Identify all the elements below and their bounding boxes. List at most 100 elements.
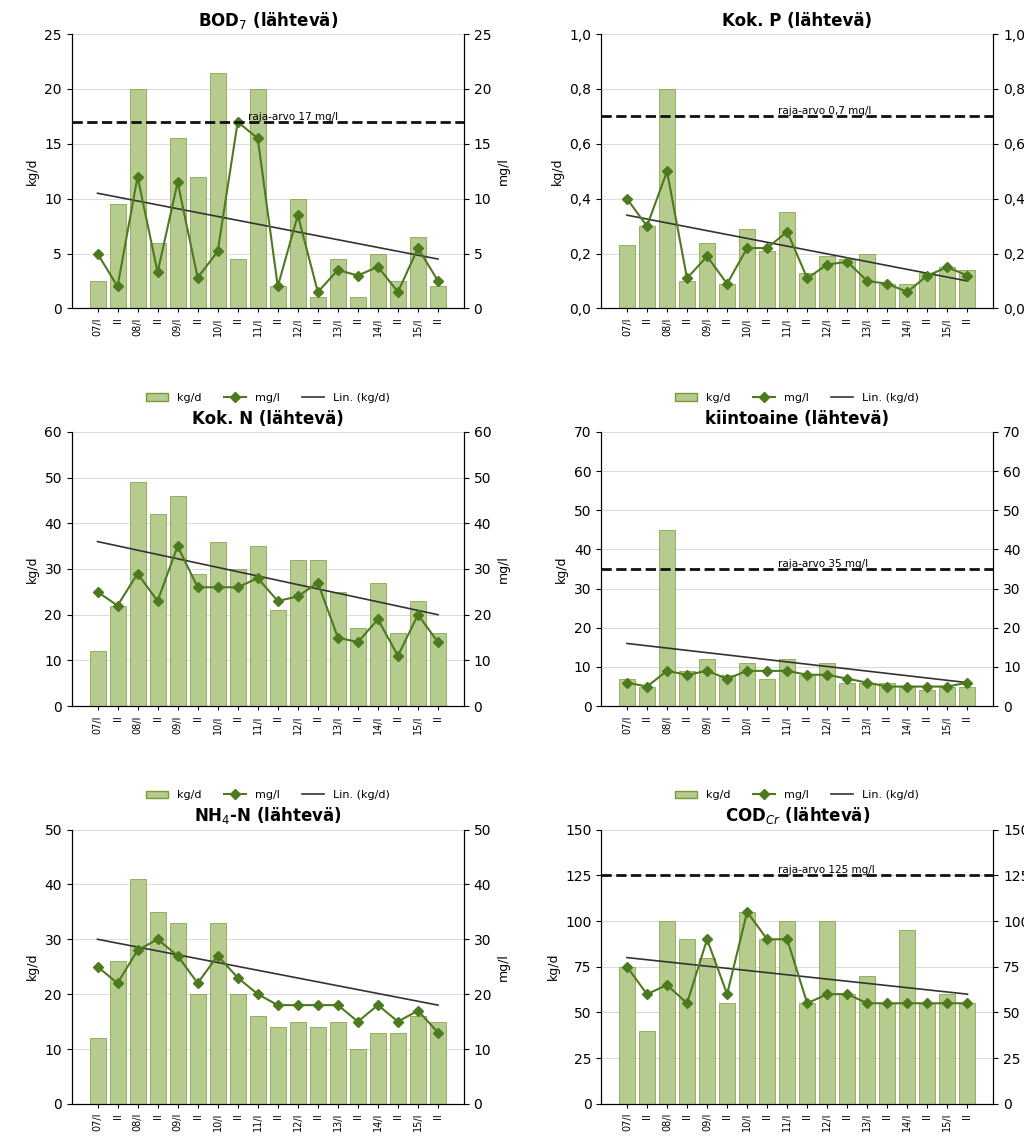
Bar [799, 675, 815, 707]
Bar [920, 691, 935, 707]
Bar [899, 930, 915, 1104]
Bar [290, 560, 306, 707]
Bar [618, 678, 635, 707]
Bar [659, 921, 675, 1104]
Bar [229, 259, 246, 308]
Bar [110, 204, 126, 308]
Bar [370, 1032, 386, 1104]
Bar [759, 678, 775, 707]
Bar [370, 254, 386, 308]
Bar [779, 213, 796, 308]
Title: COD$_{Cr}$ (lähtevä): COD$_{Cr}$ (lähtevä) [725, 806, 869, 826]
Text: raja-arvo 0,7 mg/l: raja-arvo 0,7 mg/l [777, 107, 871, 116]
Bar [920, 1004, 935, 1104]
Title: kiintoaine (lähtevä): kiintoaine (lähtevä) [706, 410, 889, 428]
Bar [859, 254, 876, 308]
Bar [310, 560, 326, 707]
Bar [699, 957, 715, 1104]
Bar [920, 273, 935, 308]
Bar [350, 628, 366, 707]
Bar [189, 995, 206, 1104]
Bar [899, 283, 915, 308]
Legend: kg/d, mg/l, Lin. (kg/d): kg/d, mg/l, Lin. (kg/d) [141, 786, 394, 805]
Bar [250, 1016, 266, 1104]
Y-axis label: kg/d: kg/d [26, 953, 39, 981]
Bar [819, 921, 836, 1104]
Bar [430, 633, 446, 707]
Bar [170, 496, 185, 707]
Bar [229, 995, 246, 1104]
Bar [840, 259, 855, 308]
Bar [390, 1032, 406, 1104]
Legend: kg/d, mg/l, Lin. (kg/d): kg/d, mg/l, Lin. (kg/d) [141, 388, 394, 407]
Title: BOD$_7$ (lähtevä): BOD$_7$ (lähtevä) [198, 10, 338, 31]
Bar [250, 89, 266, 308]
Bar [618, 966, 635, 1104]
Y-axis label: kg/d: kg/d [26, 555, 39, 583]
Bar [959, 270, 976, 308]
Bar [130, 483, 145, 707]
Bar [819, 663, 836, 707]
Bar [880, 683, 895, 707]
Bar [799, 1004, 815, 1104]
Bar [350, 1049, 366, 1104]
Bar [639, 226, 655, 308]
Bar [679, 281, 695, 308]
Bar [229, 569, 246, 707]
Bar [739, 229, 755, 308]
Bar [899, 686, 915, 707]
Bar [939, 995, 955, 1104]
Bar [410, 601, 426, 707]
Bar [150, 912, 166, 1104]
Bar [290, 199, 306, 308]
Bar [959, 686, 976, 707]
Bar [210, 73, 225, 308]
Bar [110, 962, 126, 1104]
Bar [939, 267, 955, 308]
Bar [819, 256, 836, 308]
Bar [659, 89, 675, 308]
Y-axis label: kg/d: kg/d [26, 157, 39, 185]
Bar [410, 237, 426, 308]
Bar [330, 259, 346, 308]
Bar [639, 1031, 655, 1104]
Bar [430, 287, 446, 308]
Bar [350, 297, 366, 308]
Bar [150, 242, 166, 308]
Y-axis label: kg/d: kg/d [551, 157, 564, 185]
Bar [390, 633, 406, 707]
Bar [290, 1022, 306, 1104]
Title: Kok. N (lähtevä): Kok. N (lähtevä) [191, 410, 344, 428]
Y-axis label: kg/d: kg/d [547, 953, 559, 981]
Bar [679, 671, 695, 707]
Bar [110, 605, 126, 707]
Bar [959, 1004, 976, 1104]
Bar [310, 1028, 326, 1104]
Bar [330, 592, 346, 707]
Text: raja-arvo 35 mg/l: raja-arvo 35 mg/l [777, 559, 867, 569]
Bar [739, 912, 755, 1104]
Bar [430, 1022, 446, 1104]
Y-axis label: mg/l: mg/l [497, 555, 510, 583]
Bar [759, 250, 775, 308]
Bar [779, 659, 796, 707]
Legend: kg/d, mg/l, Lin. (kg/d): kg/d, mg/l, Lin. (kg/d) [671, 786, 924, 805]
Bar [859, 976, 876, 1104]
Bar [759, 939, 775, 1104]
Bar [170, 139, 185, 308]
Bar [269, 1028, 286, 1104]
Bar [89, 651, 105, 707]
Bar [250, 546, 266, 707]
Bar [679, 939, 695, 1104]
Bar [719, 675, 735, 707]
Y-axis label: kg/d: kg/d [555, 555, 568, 583]
Bar [939, 686, 955, 707]
Bar [269, 610, 286, 707]
Bar [840, 995, 855, 1104]
Bar [618, 246, 635, 308]
Bar [639, 686, 655, 707]
Bar [269, 287, 286, 308]
Bar [410, 1016, 426, 1104]
Bar [210, 542, 225, 707]
Bar [130, 89, 145, 308]
